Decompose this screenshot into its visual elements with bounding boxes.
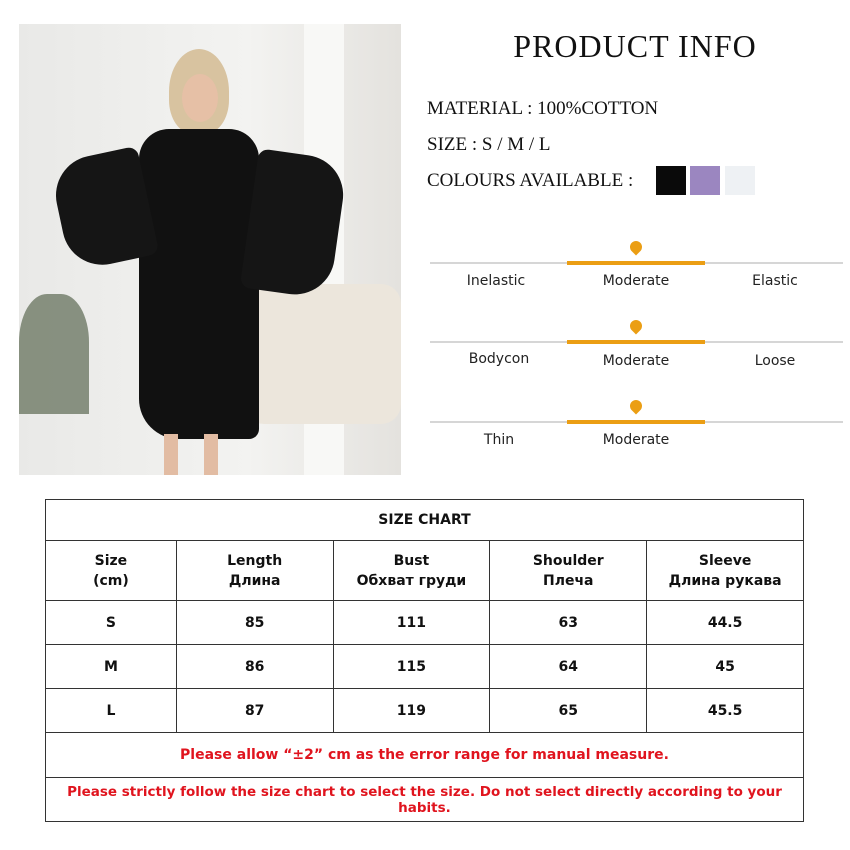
cell: 86 [175, 644, 334, 689]
colour-swatch-white [725, 166, 755, 195]
header-en: Shoulder [532, 552, 604, 569]
header-en: Bust [393, 552, 430, 569]
product-photo [19, 24, 401, 475]
size-selection-note: Please strictly follow the size chart to… [45, 777, 804, 822]
scale-selected-segment [567, 261, 705, 265]
header-ru: (cm) [93, 572, 129, 589]
header-ru: Длина рукава [668, 572, 782, 589]
cell: M [45, 644, 177, 689]
scale-label-middle: Moderate [602, 273, 670, 289]
cell: 115 [332, 644, 491, 689]
colours-label: COLOURS AVAILABLE : [427, 170, 634, 191]
scale-label-left: Bodycon [468, 351, 530, 367]
cell: 63 [489, 600, 648, 645]
size-chart-table: SIZE CHART Size (cm) Length Длина Bust Обхв… [45, 499, 804, 822]
size-chart-title: SIZE CHART [45, 499, 804, 541]
scale-label-middle: Moderate [602, 432, 670, 448]
scale-label-right: Elastic [752, 273, 798, 289]
scale-label-left: Inelastic [466, 273, 526, 289]
header-ru: Плеча [542, 572, 594, 589]
page-title: PRODUCT INFO [513, 28, 757, 64]
cell: 64 [489, 644, 648, 689]
cell: 85 [175, 600, 334, 645]
cell: 111 [332, 600, 491, 645]
scale-selected-segment [567, 420, 705, 424]
header-cell: Size (cm) [45, 540, 177, 601]
measurement-note: Please allow “±2” cm as the error range … [45, 732, 804, 778]
cell: S [45, 600, 177, 645]
marker-pin-icon [627, 238, 645, 256]
cell: L [45, 688, 177, 733]
cell: 45.5 [646, 688, 804, 733]
marker-pin-icon [627, 397, 645, 415]
cell: 44.5 [646, 600, 804, 645]
table-row: S 85 111 63 44.5 [45, 600, 804, 645]
table-row: M 86 115 64 45 [45, 644, 804, 689]
header-en: Length [227, 552, 283, 569]
header-en: Sleeve [698, 552, 752, 569]
cell: 45 [646, 644, 804, 689]
cell: 65 [489, 688, 648, 733]
colour-swatch-purple [690, 166, 720, 195]
header-cell: Sleeve Длина рукава [646, 540, 804, 601]
scale-selected-segment [567, 340, 705, 344]
material-spec: MATERIAL : 100%COTTON [427, 98, 659, 119]
header-cell: Length Длина [175, 540, 334, 601]
header-ru: Длина [228, 572, 281, 589]
scale-label-middle: Moderate [602, 353, 670, 369]
scale-label-right: Loose [754, 353, 796, 369]
size-spec: SIZE : S / M / L [427, 134, 551, 155]
scale-label-left: Thin [483, 432, 515, 448]
header-en: Size [94, 552, 128, 569]
cell: 87 [175, 688, 334, 733]
table-row: L 87 119 65 45.5 [45, 688, 804, 733]
cell: 119 [332, 688, 491, 733]
colour-swatch-black [656, 166, 686, 195]
header-cell: Bust Обхват груди [332, 540, 491, 601]
table-header-row: Size (cm) Length Длина Bust Обхват груди Sh… [45, 540, 804, 601]
header-cell: Shoulder Плеча [489, 540, 648, 601]
header-ru: Обхват груди [356, 572, 467, 589]
marker-pin-icon [627, 317, 645, 335]
